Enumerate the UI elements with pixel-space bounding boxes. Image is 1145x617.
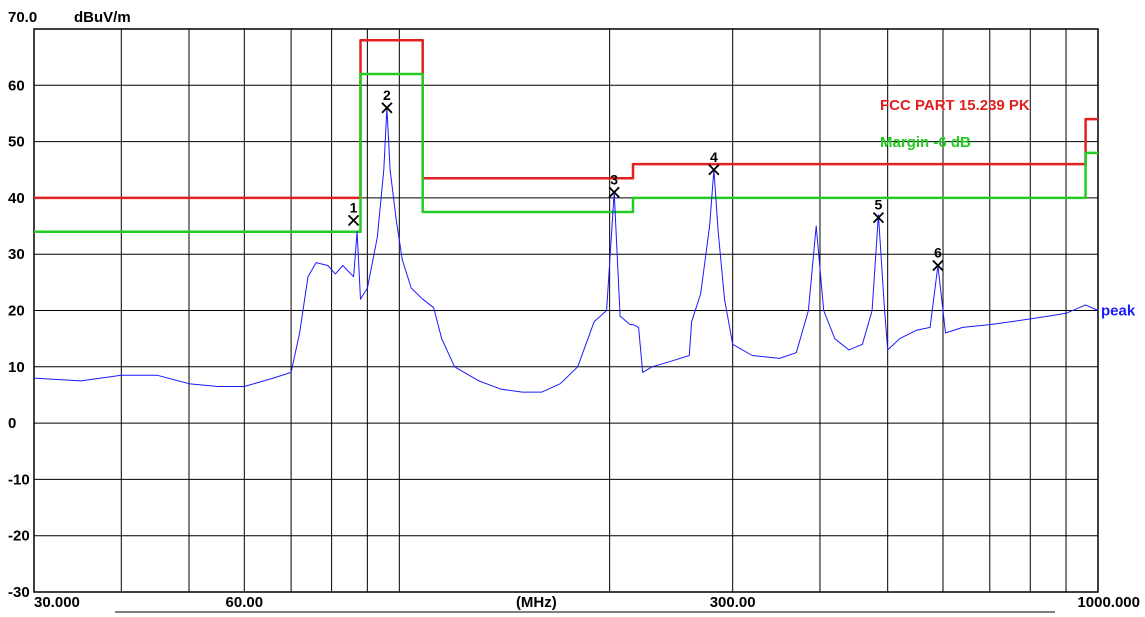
x-tick-label: 300.00: [710, 594, 756, 611]
marker-cross: [608, 186, 620, 198]
marker-2: 2: [381, 87, 393, 114]
legend-entry: Margin -6 dB: [880, 134, 971, 151]
y-tick-label: -20: [8, 528, 30, 545]
series-line-margin-6-db: [34, 72, 1098, 233]
y-tick-label: 40: [8, 190, 25, 207]
marker-label: 4: [710, 149, 718, 165]
y-tick-label: 70.0: [8, 9, 37, 26]
marker-label: 5: [875, 197, 883, 213]
y-tick-label: 0: [8, 415, 16, 432]
x-axis-label: (MHz): [516, 594, 557, 611]
marker-cross: [381, 102, 393, 114]
y-tick-label: 50: [8, 134, 25, 151]
marker-3: 3: [608, 171, 620, 198]
y-tick-label: 30: [8, 246, 25, 263]
y-axis-label: dBuV/m: [74, 9, 131, 26]
marker-6: 6: [932, 244, 944, 272]
marker-layer: 1 2 3 4 5 6: [347, 87, 944, 272]
marker-cross: [708, 164, 720, 176]
series-layer: [33, 39, 1099, 393]
label-layer: 70.0 60 50 40 30 20 10 0 -10 -20 -30 dBuV/m 30.000 60…: [8, 9, 1140, 611]
x-tick-label: 60.00: [226, 594, 264, 611]
marker-cross: [932, 259, 944, 272]
y-tick-label: 10: [8, 359, 25, 376]
legend-entry: FCC PART 15.239 PK: [880, 97, 1030, 114]
marker-1: 1: [347, 199, 360, 227]
x-tick-label: 1000.000: [1077, 594, 1140, 611]
y-tick-label: -10: [8, 471, 30, 488]
marker-cross: [347, 214, 360, 227]
x-tick-label: 30.000: [34, 594, 80, 611]
series-line-peak: [33, 107, 1099, 393]
grid-layer: [34, 29, 1098, 592]
marker-label: 3: [610, 171, 618, 187]
marker-cross: [872, 211, 885, 224]
y-tick-label: 60: [8, 77, 25, 94]
peak-series-label: peak: [1101, 303, 1136, 320]
marker-4: 4: [708, 149, 720, 176]
marker-5: 5: [872, 197, 885, 224]
marker-label: 1: [350, 199, 358, 215]
y-tick-label: -30: [8, 584, 30, 601]
marker-label: 6: [934, 244, 942, 260]
marker-label: 2: [383, 87, 391, 103]
y-tick-label: 20: [8, 303, 25, 320]
